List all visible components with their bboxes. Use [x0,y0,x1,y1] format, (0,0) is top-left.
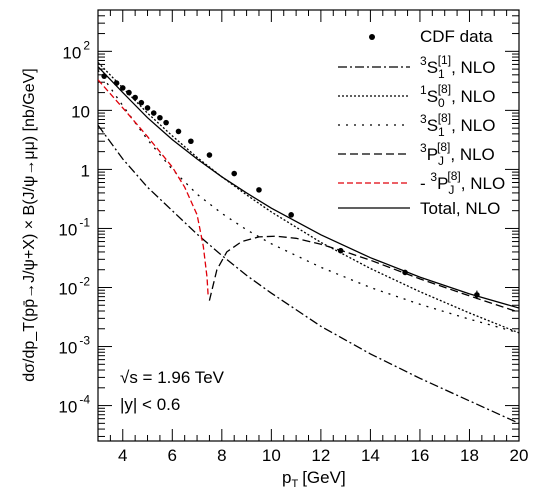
legend-entry-label: 1S0[8], NLO [420,82,495,110]
x-axis-title-p: p [282,468,291,487]
x-tick-label: 6 [168,446,177,465]
legend-entry-label: - 3PJ[8], NLO [420,169,505,197]
series-group [98,61,519,424]
legend-entry-label: Total, NLO [420,199,500,218]
energy-annotation: √s = 1.96 TeV [120,368,225,387]
data-point [256,187,262,193]
data-point [150,110,157,116]
data-point [126,89,132,96]
x-tick-label: 20 [510,446,529,465]
series-line-3 [98,69,519,334]
y-axis-ticks: 10 2 10 1 10-1 10-2 10-3 10-4 [58,9,519,437]
x-tick-label: 16 [410,446,429,465]
data-point [188,138,194,145]
x-tick-label: 8 [217,446,226,465]
rapidity-annotation: |y| < 0.6 [120,395,180,414]
series-line-4 [208,235,519,313]
x-tick-label: 10 [262,446,281,465]
y-tick-label: 10 -2 [58,274,90,298]
legend-entry-label: 3PJ[8], NLO [420,140,495,168]
legend-entry-label: 3S1[8], NLO [420,111,495,139]
x-tick-label: 14 [361,446,380,465]
data-point [163,119,169,126]
data-point [231,170,238,177]
series-line-1 [98,124,519,424]
data-point [157,114,163,121]
x-tick-label: 4 [118,446,127,465]
data-point [144,105,151,111]
x-tick-label: 12 [311,446,330,465]
legend-entry-label: 3S1[1], NLO [420,53,495,81]
x-tick-label: 18 [460,446,479,465]
x-axis-title-sub: T [291,478,298,490]
data-point [132,94,138,101]
x-axis-title: pT [GeV] [282,468,346,490]
y-axis-title: dσ/dp_T(pp̄→J/ψ+X) × B(J/ψ→μμ) [nb/GeV] [21,68,38,381]
series-line-6 [98,66,519,309]
y-tick-label: 10 2 [62,38,90,62]
data-point [288,212,294,218]
x-axis-ticks: 4 6 8 10 12 14 16 18 20 [97,10,529,465]
legend-marker [369,34,375,40]
series-line-5 [98,79,209,297]
y-tick-label: 10 -1 [58,215,90,239]
y-tick-label: 10 -3 [58,334,90,358]
data-point [138,99,145,106]
legend-entry-label: CDF data [420,27,493,46]
data-point [175,128,182,135]
x-axis-title-unit: [GeV] [302,468,345,487]
y-tick-label: 10 -4 [58,393,90,417]
y-tick-label: 1 [81,161,90,180]
y-tick-label: 10 [71,102,90,121]
data-point [206,152,213,158]
